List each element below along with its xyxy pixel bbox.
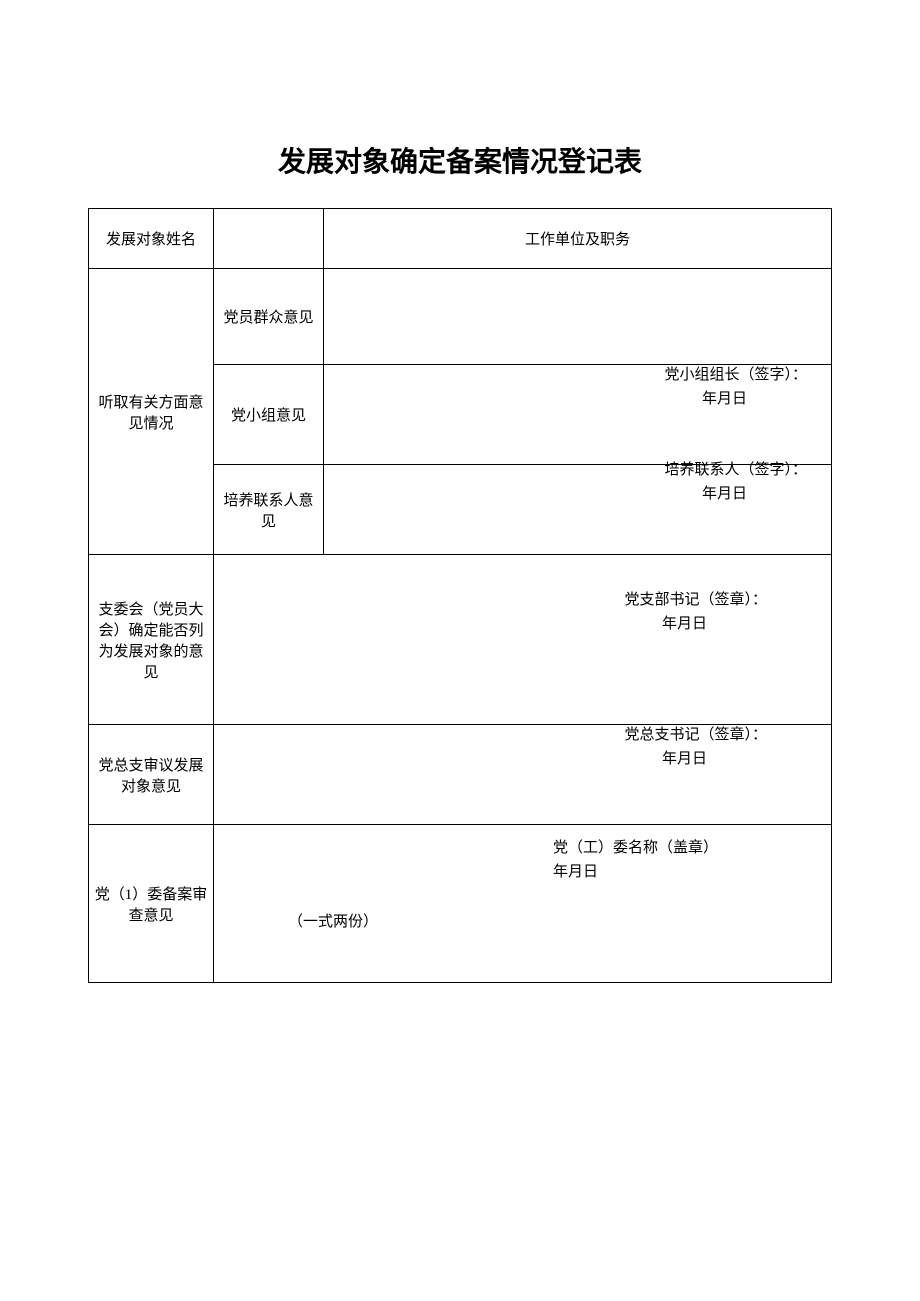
sig-group-leader: 党小组组长（签字）： [664, 363, 807, 387]
field-group-opinion: 党小组组长（签字）： 年月日 [324, 365, 832, 465]
copies-note: （一式两份） [288, 910, 378, 931]
label-general-branch: 党总支审议发展对象意见 [89, 725, 214, 825]
sig-party-committee: 党（工）委名称（盖章） [553, 836, 718, 860]
registration-table: 发展对象姓名 工作单位及职务 听取有关方面意见情况 党员群众意见 党小组意见 党… [88, 208, 832, 983]
form-title: 发展对象确定备案情况登记表 [88, 140, 832, 180]
label-group-opinion: 党小组意见 [214, 365, 324, 465]
field-filing: （一式两份） 党（工）委名称（盖章） 年月日 [214, 825, 832, 983]
sig-branch-sec: 党支部书记（签章）： [624, 588, 767, 612]
field-name [214, 209, 324, 269]
label-filing: 党（1）委备案审查意见 [89, 825, 214, 983]
date-filing: 年月日 [553, 860, 718, 884]
field-committee: 党支部书记（签章）： 年月日 [214, 555, 832, 725]
field-contact-opinion: 培养联系人（签字）： 年月日 [324, 465, 832, 555]
date-branch: 年月日 [624, 612, 767, 636]
sig-contact: 培养联系人（签字）： [664, 458, 807, 482]
field-member-opinion [324, 269, 832, 365]
label-member-opinion: 党员群众意见 [214, 269, 324, 365]
label-work: 工作单位及职务 [324, 209, 832, 269]
sig-general-sec: 党总支书记（签章）： [624, 723, 767, 747]
label-name: 发展对象姓名 [89, 209, 214, 269]
date-contact: 年月日 [664, 482, 807, 506]
label-committee: 支委会（党员大会）确定能否列为发展对象的意见 [89, 555, 214, 725]
field-general-branch: 党总支书记（签章）： 年月日 [214, 725, 832, 825]
label-contact-opinion: 培养联系人意见 [214, 465, 324, 555]
date-group: 年月日 [664, 387, 807, 411]
date-general: 年月日 [624, 747, 767, 771]
label-opinions-header: 听取有关方面意见情况 [89, 269, 214, 555]
